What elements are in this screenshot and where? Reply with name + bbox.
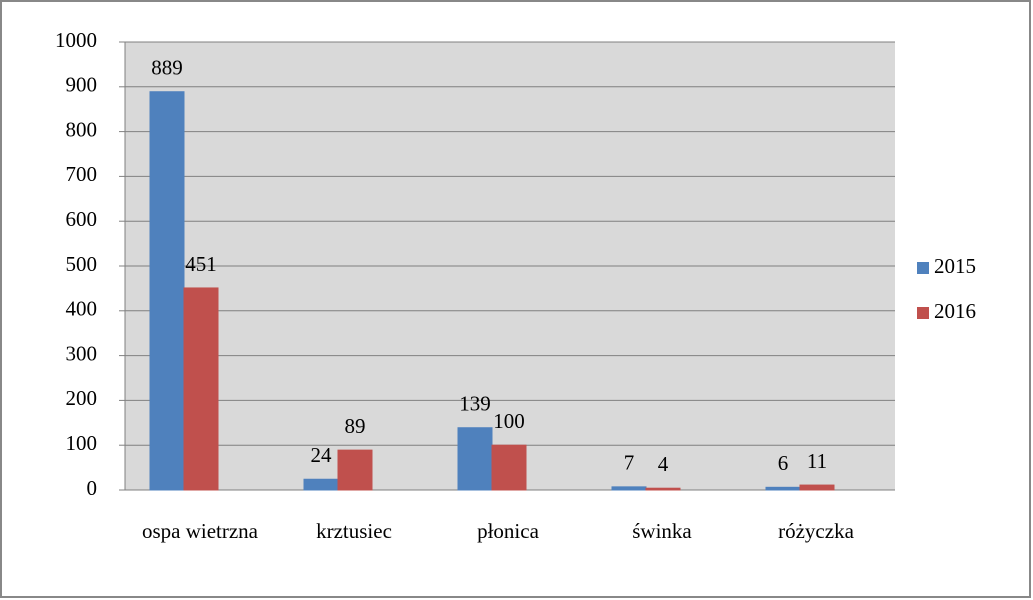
y-tick-label: 800 xyxy=(66,117,98,141)
bar xyxy=(149,91,185,491)
bar xyxy=(765,486,801,491)
bar xyxy=(799,484,835,491)
y-tick-label: 600 xyxy=(66,207,98,231)
legend-swatch xyxy=(917,307,929,319)
y-tick-label: 700 xyxy=(66,162,98,186)
value-label: 889 xyxy=(151,56,183,80)
x-tick-label: ospa wietrzna xyxy=(141,519,259,543)
value-label: 7 xyxy=(624,451,635,475)
legend-swatch xyxy=(917,262,929,274)
y-tick-label: 100 xyxy=(66,431,98,455)
y-tick-label: 0 xyxy=(87,476,98,500)
value-label: 11 xyxy=(807,449,827,473)
y-tick-label: 1000 xyxy=(55,28,97,52)
value-label: 100 xyxy=(493,409,525,433)
bar xyxy=(611,486,647,491)
x-tick-label: różyczka xyxy=(778,519,854,543)
value-label: 89 xyxy=(345,414,366,438)
y-tick-label: 200 xyxy=(66,386,98,410)
y-tick-label: 400 xyxy=(66,297,98,321)
x-tick-label: płonica xyxy=(477,519,539,543)
value-label: 6 xyxy=(778,451,789,475)
bar xyxy=(645,487,681,491)
y-tick-label: 900 xyxy=(66,73,98,97)
bar xyxy=(457,427,493,491)
y-tick-label: 500 xyxy=(66,252,98,276)
x-tick-label: świnka xyxy=(632,519,692,543)
value-label: 139 xyxy=(459,392,491,416)
x-tick-label: krztusiec xyxy=(316,519,392,543)
legend-label: 2015 xyxy=(934,254,976,278)
y-tick-label: 300 xyxy=(66,341,98,365)
bar xyxy=(183,287,219,491)
legend-label: 2016 xyxy=(934,299,976,323)
bar xyxy=(337,449,373,491)
value-label: 24 xyxy=(311,443,333,467)
value-label: 451 xyxy=(185,252,217,276)
value-label: 4 xyxy=(658,452,669,476)
bar xyxy=(303,478,339,491)
bar xyxy=(491,444,527,491)
